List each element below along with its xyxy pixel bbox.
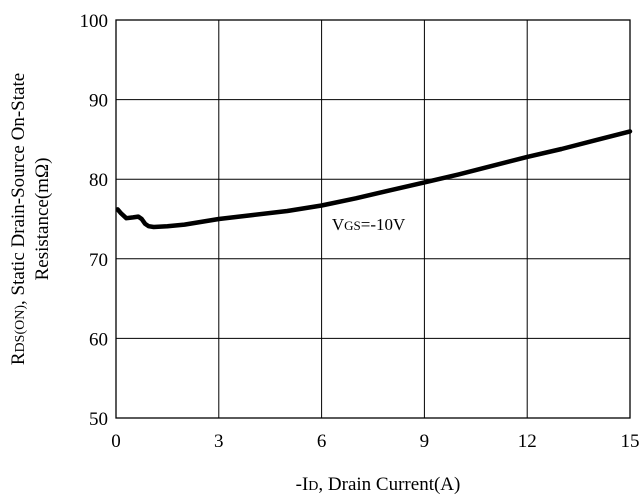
x-tick-label: 12 [518,431,537,452]
y-tick-label: 80 [89,170,108,191]
plot-area [115,19,631,419]
grid [116,20,630,418]
x-tick-label: 6 [317,431,327,452]
x-tick-label: 0 [111,431,121,452]
y-tick-label: 60 [89,329,108,350]
series-line [115,129,633,230]
y-tick-label: 70 [89,250,108,271]
series-layer [115,129,633,230]
x-axis-ticks: 0 3 6 9 12 15 [111,431,639,452]
x-tick-label: 3 [214,431,224,452]
vgs-annotation: VGS=-10V [332,215,406,234]
y-tick-label: 90 [89,91,108,112]
y-axis-label-line1: RDS(ON), Static Drain-Source On-State [8,73,29,365]
y-axis-label-line2: Resistance(mΩ) [32,158,53,281]
x-tick-label: 9 [420,431,430,452]
y-tick-label: 100 [80,11,109,32]
x-axis-label: -ID, Drain Current(A) [296,474,461,495]
x-tick-label: 15 [621,431,640,452]
y-axis-label: RDS(ON), Static Drain-Source On-State Re… [8,73,53,365]
y-axis-ticks: 50 60 70 80 90 100 [80,11,109,430]
y-tick-label: 50 [89,409,108,430]
